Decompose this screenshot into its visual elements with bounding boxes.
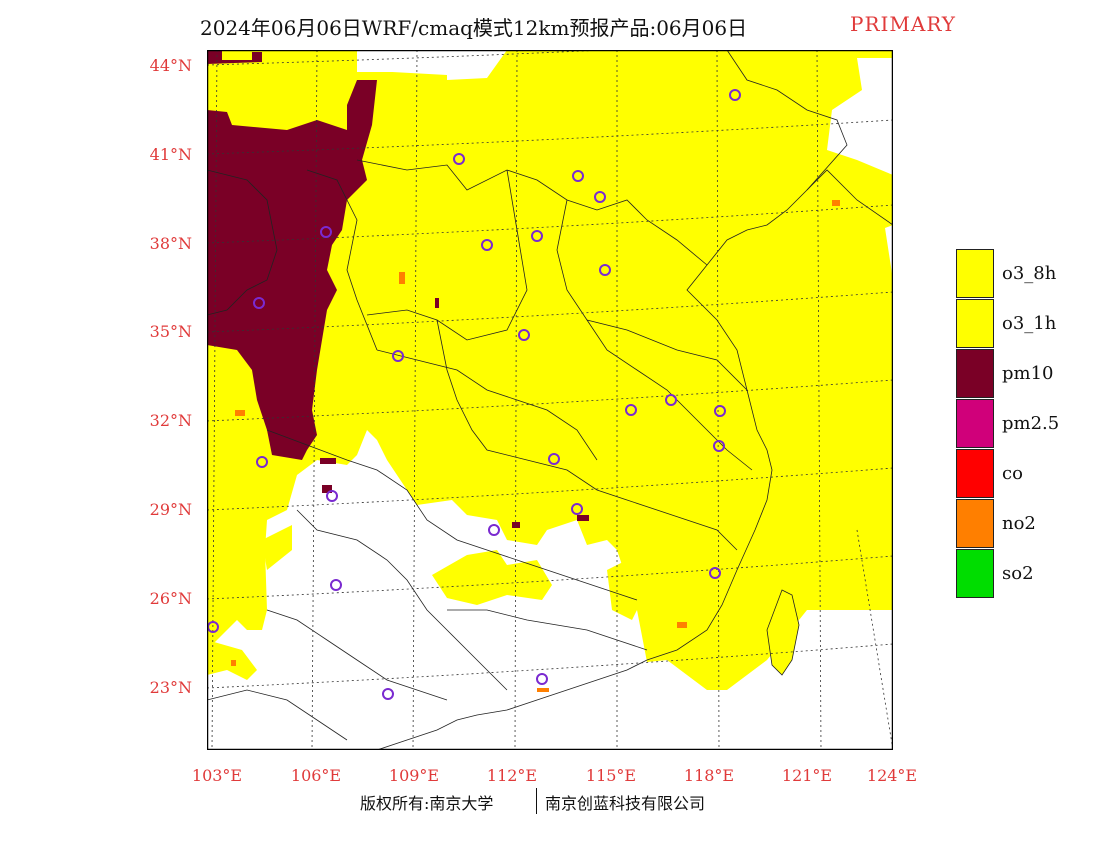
pollutant-map xyxy=(207,50,893,750)
legend-item-pm25: pm2.5 xyxy=(956,399,1096,449)
title-bar: 2024年06月06日WRF/cmaq模式12km预报产品:06月06日 PRI… xyxy=(0,12,1100,42)
site-marker xyxy=(330,579,342,591)
site-marker xyxy=(518,329,530,341)
o3-region xyxy=(207,50,893,690)
site-marker xyxy=(548,453,560,465)
pollutant-tag: PRIMARY xyxy=(850,12,956,36)
site-marker xyxy=(599,264,611,276)
site-marker xyxy=(572,170,584,182)
map-title: 2024年06月06日WRF/cmaq模式12km预报产品:06月06日 xyxy=(200,16,748,40)
legend-item-so2: so2 xyxy=(956,549,1096,599)
legend-swatch xyxy=(956,449,994,498)
lat-label-44: 44°N xyxy=(149,56,192,75)
no2-spot xyxy=(399,272,405,284)
o3-blob-west xyxy=(262,525,292,570)
site-marker xyxy=(326,490,338,502)
legend-label: o3_8h xyxy=(1002,263,1057,284)
site-marker xyxy=(481,239,493,251)
legend-swatch xyxy=(956,249,994,298)
legend-swatch xyxy=(956,399,994,448)
site-marker xyxy=(571,503,583,515)
site-marker xyxy=(714,405,726,417)
no2-spot xyxy=(832,200,840,206)
lon-label-112: 112°E xyxy=(486,766,538,785)
legend-swatch xyxy=(956,299,994,348)
graticule xyxy=(207,50,893,750)
lon-label-118: 118°E xyxy=(683,766,735,785)
o3-blob-south-1 xyxy=(432,550,552,605)
pm10-region xyxy=(207,80,377,460)
pm10-top xyxy=(207,50,262,64)
site-marker xyxy=(320,226,332,238)
site-marker xyxy=(531,230,543,242)
legend-item-co: co xyxy=(956,449,1096,499)
copyright-owner: 版权所有:南京大学 xyxy=(360,794,494,813)
site-marker xyxy=(536,673,548,685)
pm10-spot xyxy=(435,298,439,308)
legend-item-pm10: pm10 xyxy=(956,349,1096,399)
white-gap-1 xyxy=(607,660,677,720)
lat-label-35: 35°N xyxy=(149,322,192,341)
legend-label: no2 xyxy=(1002,513,1036,534)
white-gap-2 xyxy=(357,58,452,75)
site-marker xyxy=(488,524,500,536)
site-marker xyxy=(594,191,606,203)
legend: o3_8h o3_1h pm10 pm2.5 co no2 so2 xyxy=(956,249,1096,599)
lon-label-106: 106°E xyxy=(290,766,342,785)
lon-label-124: 124°E xyxy=(866,766,918,785)
map-border xyxy=(207,50,893,750)
legend-item-o3-8h: o3_8h xyxy=(956,249,1096,299)
pm10-spot xyxy=(577,515,589,521)
legend-swatch xyxy=(956,349,994,398)
lon-label-115: 115°E xyxy=(585,766,637,785)
site-marker xyxy=(392,350,404,362)
lat-label-26: 26°N xyxy=(149,589,192,608)
legend-label: o3_1h xyxy=(1002,313,1057,334)
legend-swatch xyxy=(956,499,994,548)
legend-swatch xyxy=(956,549,994,598)
legend-item-no2: no2 xyxy=(956,499,1096,549)
copyright-company: 南京创蓝科技有限公司 xyxy=(545,794,706,813)
lon-label-109: 109°E xyxy=(388,766,440,785)
lat-label-32: 32°N xyxy=(149,411,192,430)
footer-divider xyxy=(536,788,537,814)
site-marker xyxy=(665,394,677,406)
pm10-spot xyxy=(322,485,332,493)
copyright-footer: 版权所有:南京大学 南京创蓝科技有限公司 xyxy=(0,788,1100,816)
pm10-spot xyxy=(320,458,336,464)
legend-label: so2 xyxy=(1002,563,1034,584)
site-marker xyxy=(453,153,465,165)
site-marker xyxy=(625,404,637,416)
legend-item-o3-1h: o3_1h xyxy=(956,299,1096,349)
no2-spot xyxy=(537,688,549,692)
lat-label-23: 23°N xyxy=(149,678,192,697)
legend-label: pm2.5 xyxy=(1002,413,1060,434)
site-marker xyxy=(256,456,268,468)
legend-label: pm10 xyxy=(1002,363,1054,384)
lat-label-38: 38°N xyxy=(149,234,192,253)
lon-label-103: 103°E xyxy=(191,766,243,785)
site-marker xyxy=(253,297,265,309)
no2-spot xyxy=(235,410,245,416)
site-marker xyxy=(713,440,725,452)
site-marker xyxy=(382,688,394,700)
site-markers xyxy=(207,89,741,700)
legend-label: co xyxy=(1002,463,1023,484)
site-marker xyxy=(729,89,741,101)
lat-label-29: 29°N xyxy=(149,500,192,519)
taiwan-island xyxy=(766,589,800,676)
lat-label-41: 41°N xyxy=(149,145,192,164)
site-marker xyxy=(709,567,721,579)
no2-spot xyxy=(677,622,687,628)
lon-label-121: 121°E xyxy=(781,766,833,785)
no2-spot xyxy=(231,660,236,666)
